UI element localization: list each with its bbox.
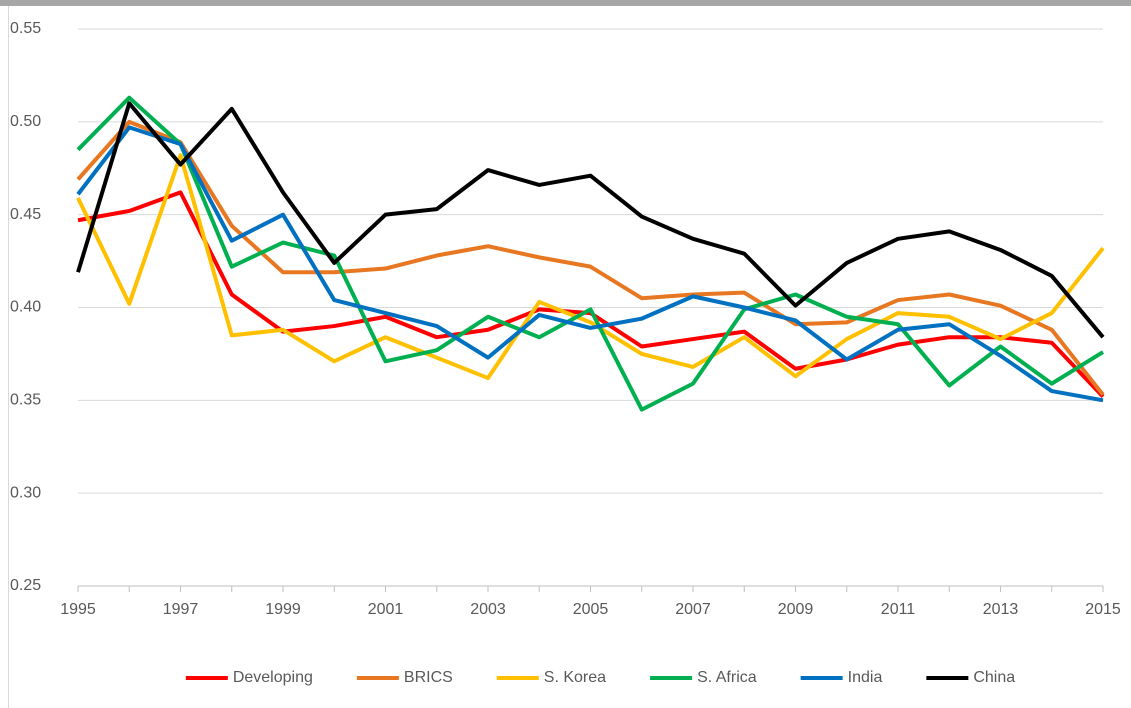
- x-tick-label: 2003: [470, 601, 506, 618]
- legend-label: S. Korea: [544, 669, 606, 686]
- y-tick-label: 0.35: [10, 392, 41, 409]
- series-line: [76, 125, 1104, 403]
- y-tick-label: 0.55: [10, 20, 41, 37]
- legend-label: Developing: [233, 669, 313, 686]
- legend-label: S. Africa: [697, 669, 757, 686]
- series-line: [76, 95, 1105, 412]
- x-tick-label: 2007: [675, 601, 711, 618]
- x-tick-label: 1995: [60, 601, 96, 618]
- series-line: [76, 153, 1105, 381]
- legend: Developing BRICS S. Korea S. Africa India Chi…: [185, 669, 1015, 686]
- plot-lines: [76, 95, 1105, 412]
- x-tick-label: 2005: [573, 601, 609, 618]
- x-tick-label: 2013: [983, 601, 1019, 618]
- top-border: [0, 0, 1131, 6]
- x-tick-label: 1997: [163, 601, 199, 618]
- series-line: [76, 101, 1105, 339]
- grid: 0.25 0.30 0.35 0.40 0.45 0.50 0.55 1995 1997 1999…: [10, 20, 1121, 618]
- y-tick-label: 0.45: [10, 206, 41, 223]
- x-tick-label: 2015: [1085, 601, 1121, 618]
- x-tick-label: 2011: [881, 601, 916, 618]
- legend-label: India: [848, 669, 883, 686]
- y-tick-label: 0.30: [10, 484, 41, 501]
- x-tick-label: 2009: [778, 601, 814, 618]
- legend-label: BRICS: [404, 669, 453, 686]
- legend-label: China: [973, 669, 1015, 686]
- series-line: [76, 119, 1105, 397]
- y-tick-label: 0.40: [10, 299, 41, 316]
- y-tick-label: 0.50: [10, 113, 41, 130]
- x-tick-label: 2001: [368, 601, 404, 618]
- y-tick-label: 0.25: [10, 577, 41, 594]
- x-tick-label: 1999: [265, 601, 301, 618]
